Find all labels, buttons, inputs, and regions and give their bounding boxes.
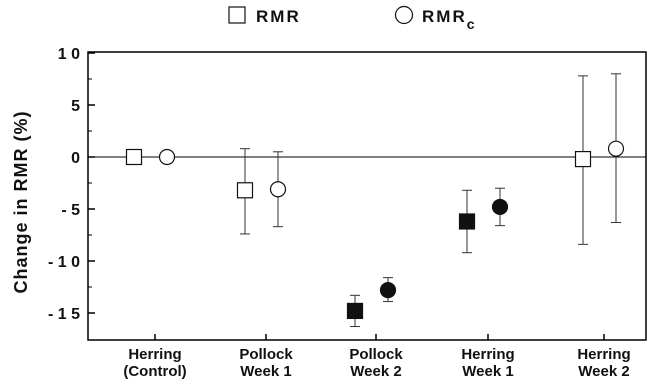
rmr-point bbox=[574, 150, 592, 168]
category-label: Pollock Week 1 bbox=[239, 346, 293, 380]
axes: 1 0 5 0 - 5 - 1 0 - 1 5 Herring (Control) Polloc… bbox=[11, 46, 647, 380]
rmrc-point bbox=[158, 148, 176, 166]
rmrc-point bbox=[269, 181, 287, 198]
category-label: Herring Week 2 bbox=[577, 346, 630, 380]
rmr-point bbox=[458, 213, 476, 230]
y-tick-label: - 1 5 bbox=[48, 306, 80, 323]
y-tick-label: 1 0 bbox=[58, 46, 80, 63]
rmr-point bbox=[125, 148, 143, 166]
y-tick-label: 0 bbox=[71, 150, 80, 167]
y-tick-label: - 1 0 bbox=[48, 254, 80, 271]
legend-circle-icon bbox=[394, 5, 414, 25]
rmr-point bbox=[346, 302, 364, 320]
rmrc-point bbox=[607, 140, 625, 157]
rmrc-point bbox=[491, 198, 509, 216]
plot-frame bbox=[87, 51, 647, 341]
y-axis-label: Change in RMR (%) bbox=[11, 111, 31, 294]
legend: RMR RMRc bbox=[228, 5, 477, 32]
category-label: Herring Week 1 bbox=[461, 346, 514, 380]
rmrc-point bbox=[379, 282, 397, 299]
y-tick-label: 5 bbox=[71, 98, 80, 115]
rmr-point bbox=[236, 182, 254, 199]
legend-square-icon bbox=[228, 6, 246, 24]
data-marks bbox=[125, 73, 625, 328]
category-label: Herring (Control) bbox=[123, 346, 186, 380]
legend-label-rmrc: RMRc bbox=[422, 7, 477, 32]
y-tick-label: - 5 bbox=[61, 202, 80, 219]
category-label: Pollock Week 2 bbox=[349, 346, 403, 380]
legend-label-rmr: RMR bbox=[256, 7, 301, 26]
